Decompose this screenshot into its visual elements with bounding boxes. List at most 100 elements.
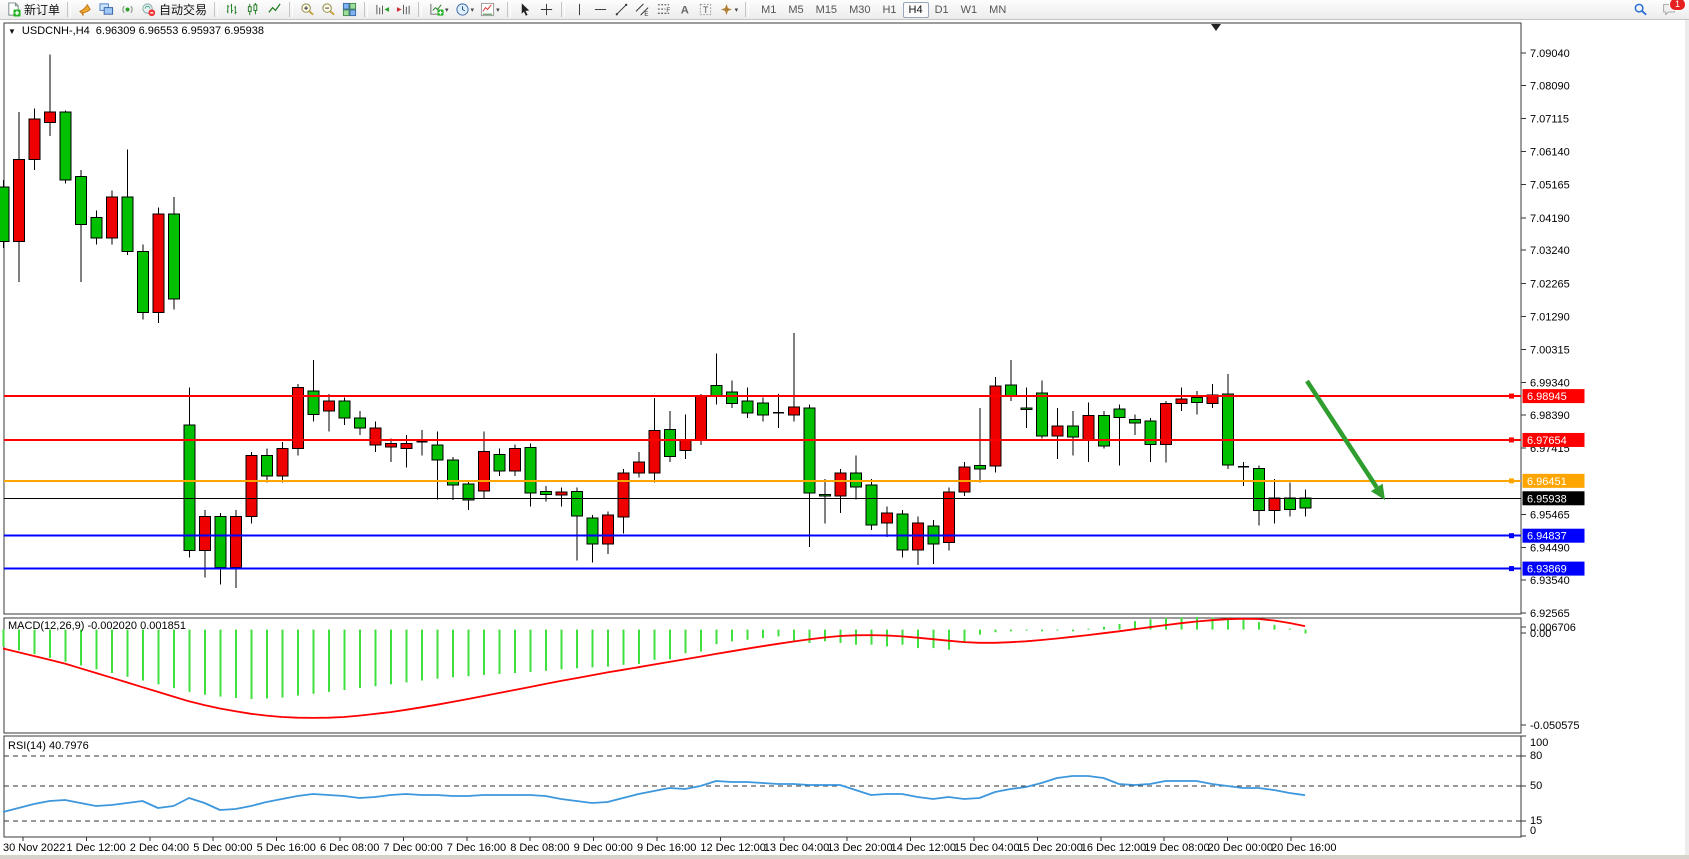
line-chart-mode-button[interactable] xyxy=(264,1,285,19)
svg-text:0: 0 xyxy=(1530,825,1536,837)
chart-shift-button[interactable] xyxy=(393,1,414,19)
auto-trading-icon xyxy=(141,2,156,17)
timeframe-m15[interactable]: M15 xyxy=(815,3,838,16)
svg-text:16 Dec 12:00: 16 Dec 12:00 xyxy=(1081,842,1146,854)
new-order-label: 新订单 xyxy=(24,3,61,17)
fibonacci-icon: F xyxy=(656,2,671,17)
new-order-button[interactable]: 新订单 xyxy=(3,1,63,19)
horizontal-line-6.98945[interactable]: 6.98945 xyxy=(4,389,1585,404)
svg-text:8 Dec 08:00: 8 Dec 08:00 xyxy=(510,842,569,854)
horizontal-line-6.94837[interactable]: 6.94837 xyxy=(4,528,1585,543)
trendline-tool-button[interactable] xyxy=(611,1,632,19)
svg-text:14 Dec 12:00: 14 Dec 12:00 xyxy=(891,842,956,854)
svg-text:7.04190: 7.04190 xyxy=(1530,213,1570,225)
fibonacci-tool-button[interactable]: F xyxy=(653,1,674,19)
dropdown-caret-icon: ▾ xyxy=(496,6,500,14)
alerts-button[interactable] xyxy=(75,1,96,19)
notification-badge: 1 xyxy=(1669,0,1686,11)
bar-chart-mode-button[interactable] xyxy=(222,1,243,19)
svg-text:6 Dec 08:00: 6 Dec 08:00 xyxy=(320,842,379,854)
horizontal-line-6.93869[interactable]: 6.93869 xyxy=(4,561,1585,576)
timeframe-m1[interactable]: M1 xyxy=(761,3,777,16)
crosshair-tool-button[interactable] xyxy=(536,1,557,19)
svg-text:6.94837: 6.94837 xyxy=(1527,531,1567,543)
tile-windows-icon xyxy=(342,2,357,17)
svg-text:6.92565: 6.92565 xyxy=(1530,608,1570,620)
horizontal-line-icon xyxy=(593,2,608,17)
timeframe-h1[interactable]: H1 xyxy=(882,3,897,16)
symbol-dropdown-icon[interactable]: ▼ xyxy=(8,26,16,36)
horizontal-line-6.97654[interactable]: 6.97654 xyxy=(4,432,1585,447)
svg-text:20 Dec 16:00: 20 Dec 16:00 xyxy=(1271,842,1336,854)
svg-text:6.95465: 6.95465 xyxy=(1530,509,1570,521)
profiles-button[interactable]: ▾ xyxy=(452,1,478,19)
macd-label: MACD(12,26,9) -0.002020 0.001851 xyxy=(8,620,186,632)
horizontal-line-tool-button[interactable] xyxy=(590,1,611,19)
svg-text:100: 100 xyxy=(1530,737,1548,749)
chart-canvas[interactable]: 7.09040 7.08090 7.07115 7.06140 7.05165 7.041… xyxy=(0,20,1689,859)
shapes-tool-button[interactable]: ▾ xyxy=(716,1,742,19)
text-tool-icon: A xyxy=(677,2,692,17)
auto-scroll-button[interactable] xyxy=(372,1,393,19)
svg-text:7.09040: 7.09040 xyxy=(1530,48,1570,60)
timeframe-m30[interactable]: M30 xyxy=(849,3,871,16)
new-chart-button[interactable]: ▾ xyxy=(426,1,452,19)
trend-arrow[interactable] xyxy=(1305,379,1385,500)
horizontal-line-6.95938[interactable]: 6.95938 xyxy=(4,491,1585,506)
channel-tool-button[interactable]: E xyxy=(632,1,653,19)
separator xyxy=(364,2,369,17)
search-button[interactable] xyxy=(1630,1,1651,19)
svg-text:15: 15 xyxy=(1530,815,1542,827)
signals-button[interactable] xyxy=(117,1,138,19)
svg-text:7 Dec 16:00: 7 Dec 16:00 xyxy=(447,842,506,854)
candle-chart-mode-button[interactable] xyxy=(243,1,264,19)
svg-text:12 Dec 12:00: 12 Dec 12:00 xyxy=(700,842,765,854)
text-tool-button[interactable]: A xyxy=(674,1,695,19)
svg-text:80: 80 xyxy=(1530,750,1542,762)
dropdown-caret-icon: ▾ xyxy=(734,6,739,14)
vertical-line-tool-button[interactable] xyxy=(569,1,590,19)
svg-text:50: 50 xyxy=(1530,780,1542,792)
svg-text:19 Dec 08:00: 19 Dec 08:00 xyxy=(1144,842,1209,854)
bar-chart-icon xyxy=(225,2,240,17)
timeframe-h4[interactable]: H4 xyxy=(902,1,929,18)
svg-text:6.93540: 6.93540 xyxy=(1530,575,1570,587)
horn-icon xyxy=(78,2,93,17)
shapes-icon xyxy=(719,2,734,17)
new-chart-icon xyxy=(429,2,444,17)
chart-window: 7.09040 7.08090 7.07115 7.06140 7.05165 7.041… xyxy=(0,20,1689,859)
macd-indicator xyxy=(2,616,1307,719)
timeframe-m5[interactable]: M5 xyxy=(788,3,804,16)
chart-shift-icon xyxy=(396,2,411,17)
timeframe-w1[interactable]: W1 xyxy=(960,3,978,16)
timeframe-d1[interactable]: D1 xyxy=(934,3,949,16)
svg-text:6.98390: 6.98390 xyxy=(1530,410,1570,422)
svg-text:6.93869: 6.93869 xyxy=(1527,564,1567,576)
cursor-tool-button[interactable] xyxy=(515,1,536,19)
tile-windows-button[interactable] xyxy=(339,1,360,19)
svg-text:15 Dec 04:00: 15 Dec 04:00 xyxy=(954,842,1019,854)
timeframe-mn[interactable]: MN xyxy=(989,3,1007,16)
market-watch-button[interactable] xyxy=(96,1,117,19)
separator xyxy=(67,2,72,17)
zoom-out-button[interactable] xyxy=(318,1,339,19)
svg-text:7 Dec 00:00: 7 Dec 00:00 xyxy=(383,842,442,854)
chart-shift-marker[interactable] xyxy=(1211,24,1221,31)
candles xyxy=(0,54,1312,588)
svg-text:0.006706: 0.006706 xyxy=(1530,622,1576,634)
auto-trading-button[interactable]: 自动交易 xyxy=(138,1,210,19)
label-tool-button[interactable]: T xyxy=(695,1,716,19)
chat-button[interactable]: 1 xyxy=(1659,0,1686,19)
zoom-out-icon xyxy=(321,2,336,17)
trendline-icon xyxy=(614,2,629,17)
zoom-in-button[interactable] xyxy=(297,1,318,19)
indicators-button[interactable]: ▾ xyxy=(477,1,503,19)
new-order-icon xyxy=(6,2,21,17)
separator xyxy=(560,2,565,17)
svg-text:F: F xyxy=(666,7,670,14)
separator xyxy=(745,2,750,17)
horizontal-line-6.96451[interactable]: 6.96451 xyxy=(4,473,1585,488)
svg-text:9 Dec 16:00: 9 Dec 16:00 xyxy=(637,842,696,854)
